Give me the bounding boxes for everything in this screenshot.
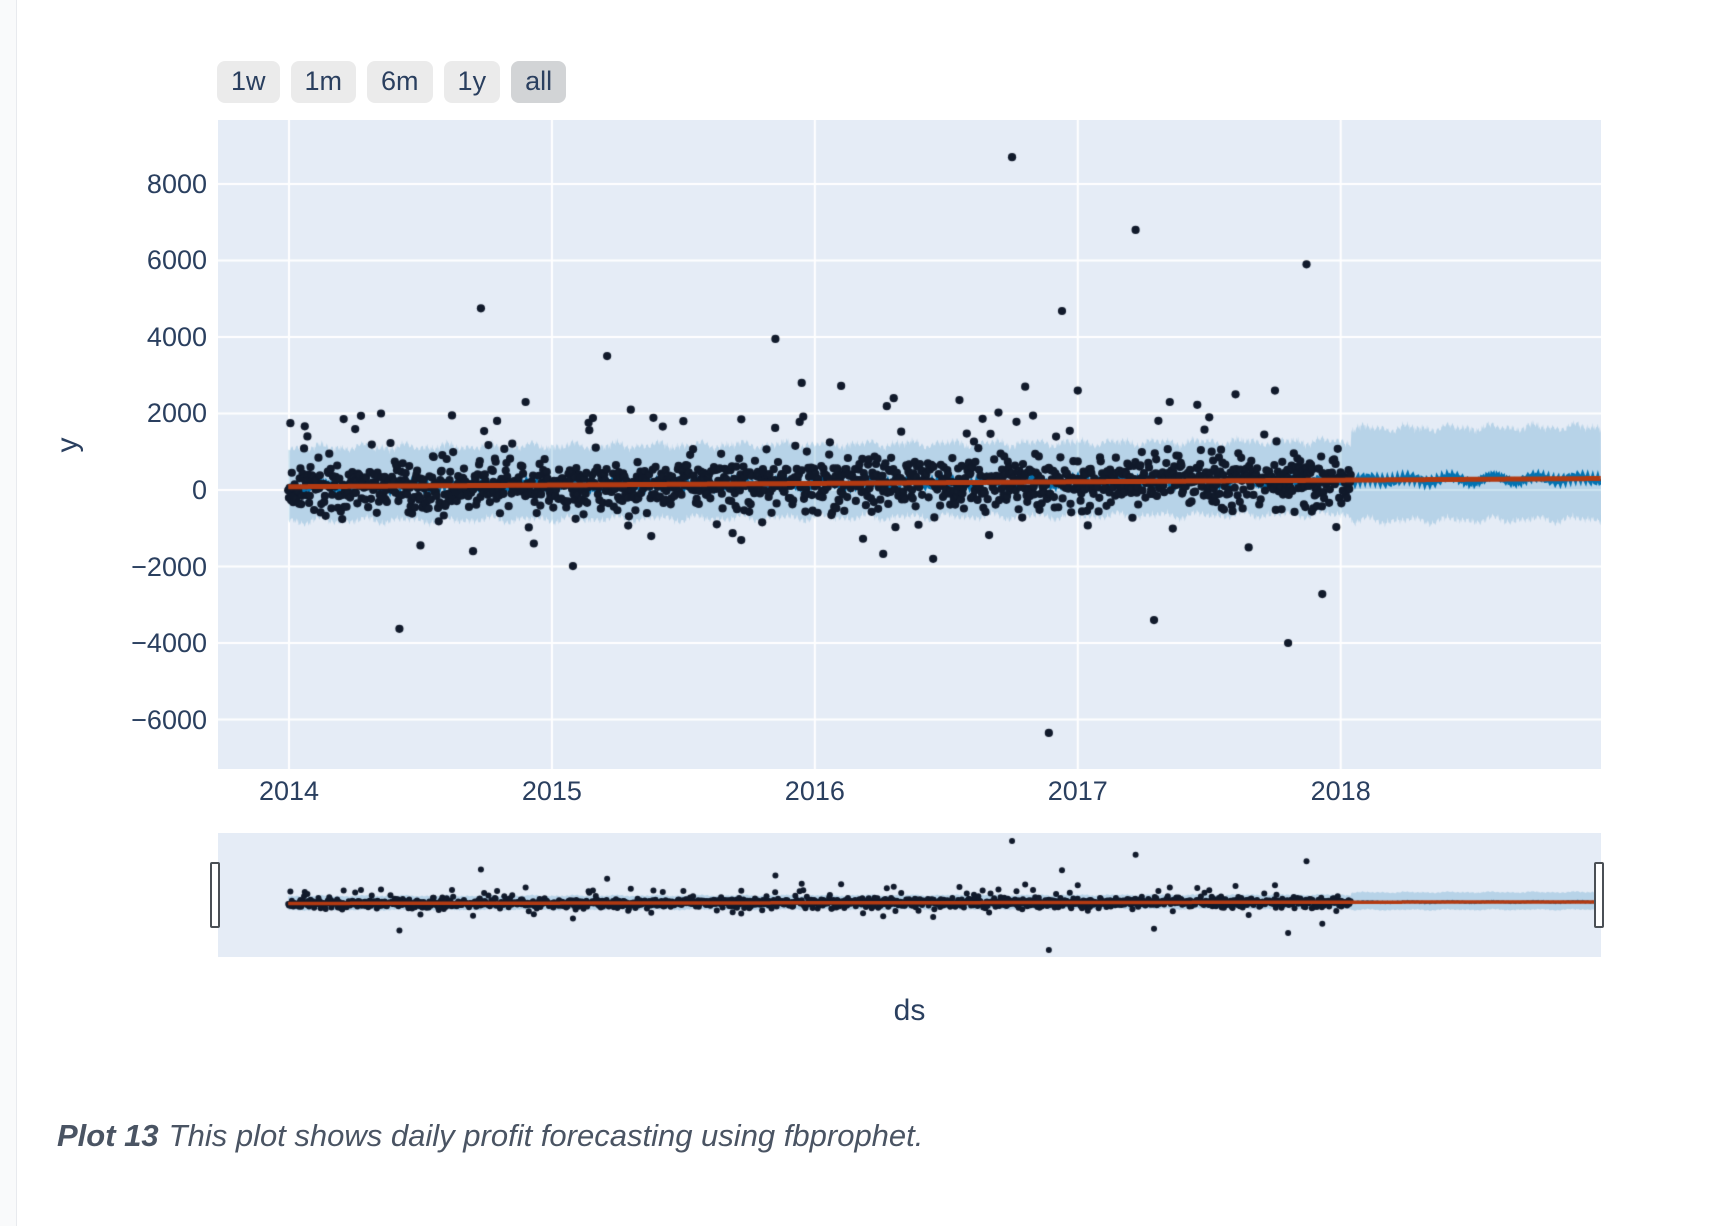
range-button-1m[interactable]: 1m	[290, 61, 357, 103]
x-tick-label: 2018	[1310, 776, 1371, 806]
y-axis-title: y	[51, 437, 84, 453]
y-tick-label: 4000	[146, 321, 207, 352]
figure-caption: Plot 13 This plot shows daily profit fore…	[57, 1118, 1617, 1154]
x-tick-label: 2014	[258, 776, 320, 806]
y-tick-label: −4000	[131, 628, 207, 658]
x-tick-label: 2017	[1047, 776, 1108, 806]
y-tick-label: −6000	[131, 704, 207, 735]
main-plot	[218, 120, 1601, 769]
main-plot-canvas[interactable]	[218, 120, 1601, 769]
rangeslider-handle-right[interactable]	[1594, 862, 1604, 928]
y-tick-label: 2000	[146, 398, 207, 429]
rangeslider-handle-left[interactable]	[210, 862, 220, 928]
rangeselector: 1w 1m 6m 1y all	[217, 61, 567, 103]
range-button-1y[interactable]: 1y	[443, 61, 501, 103]
caption-label: Plot 13	[57, 1118, 159, 1153]
page-left-border	[0, 0, 17, 1226]
range-button-all[interactable]: all	[511, 61, 567, 103]
x-tick-label: 2016	[784, 776, 845, 806]
y-tick-label: 8000	[146, 168, 207, 199]
y-tick-label: 6000	[146, 245, 207, 276]
range-button-1w[interactable]: 1w	[217, 61, 280, 103]
rangeslider-canvas[interactable]	[218, 833, 1601, 957]
caption-text: This plot shows daily profit forecasting…	[168, 1118, 924, 1153]
rangeslider[interactable]	[210, 833, 1604, 957]
y-tick-label: 0	[191, 474, 207, 505]
y-tick-label: −2000	[131, 551, 207, 582]
x-axis-title: ds	[893, 994, 926, 1027]
range-button-6m[interactable]: 6m	[367, 61, 433, 103]
x-tick-label: 2015	[521, 776, 582, 806]
